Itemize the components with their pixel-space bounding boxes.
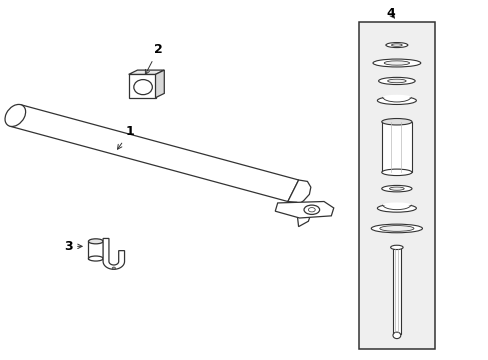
Bar (88, 241, 103, 258)
Ellipse shape (379, 226, 413, 231)
Ellipse shape (372, 59, 420, 67)
Text: 2: 2 (145, 43, 162, 75)
Ellipse shape (384, 61, 409, 65)
Ellipse shape (381, 118, 411, 125)
Ellipse shape (390, 245, 402, 249)
Ellipse shape (370, 224, 422, 233)
Text: 1: 1 (117, 125, 134, 149)
Polygon shape (128, 70, 164, 75)
Ellipse shape (5, 104, 25, 126)
FancyBboxPatch shape (128, 75, 155, 98)
Ellipse shape (88, 256, 103, 261)
Ellipse shape (387, 79, 406, 83)
Polygon shape (155, 70, 164, 98)
Ellipse shape (389, 187, 404, 190)
Bar (392, 247, 400, 334)
Ellipse shape (392, 332, 400, 339)
Polygon shape (287, 180, 311, 227)
Ellipse shape (304, 205, 319, 215)
Ellipse shape (378, 77, 414, 85)
Bar (358, 22, 434, 348)
Ellipse shape (391, 44, 402, 46)
Ellipse shape (382, 95, 410, 99)
Polygon shape (103, 238, 124, 269)
Ellipse shape (382, 202, 410, 207)
Polygon shape (10, 105, 298, 202)
Text: 4: 4 (386, 7, 394, 20)
Ellipse shape (134, 80, 152, 95)
Ellipse shape (88, 239, 103, 244)
Polygon shape (275, 202, 333, 218)
Ellipse shape (112, 267, 115, 270)
Ellipse shape (308, 208, 315, 212)
Ellipse shape (377, 204, 415, 212)
Ellipse shape (385, 42, 407, 48)
Ellipse shape (381, 185, 411, 192)
Ellipse shape (377, 96, 415, 104)
Ellipse shape (381, 169, 411, 176)
Text: 3: 3 (64, 240, 73, 253)
Bar (381, 122, 411, 172)
